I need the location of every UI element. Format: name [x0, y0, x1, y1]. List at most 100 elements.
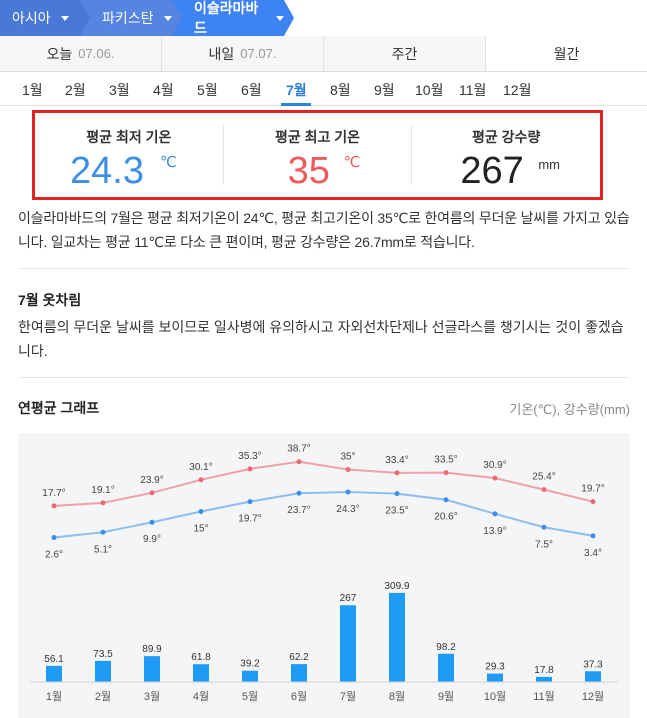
selected-month-indicator	[281, 103, 311, 106]
precipitation-bar	[536, 676, 552, 682]
month-axis-label: 3월	[144, 690, 160, 703]
tab-tomorrow-label: 내일	[208, 45, 235, 62]
low-temp-label: 19.7°	[238, 514, 261, 525]
low-temp-label: 7.5°	[535, 539, 553, 550]
month-description: 이슬라마바드의 7월은 평균 최저기온이 24℃, 평균 최고기온이 35℃로 …	[18, 210, 630, 250]
low-temp-point	[394, 491, 400, 497]
high-temp-point	[443, 470, 449, 476]
avg-high-unit: ℃	[343, 154, 361, 171]
low-temp-point	[541, 524, 547, 530]
low-temp-point	[492, 511, 498, 517]
precipitation-bar	[193, 664, 209, 682]
avg-rain-unit: mm	[538, 157, 561, 172]
month-tab[interactable]: 5월	[197, 82, 218, 98]
avg-rain-label: 평균 강수량	[472, 129, 541, 145]
low-temp-point	[247, 499, 253, 505]
month-axis-label: 11월	[533, 690, 555, 703]
month-tab[interactable]: 3월	[109, 82, 130, 98]
precipitation-label: 56.1	[44, 654, 64, 665]
month-axis-label: 7월	[340, 690, 356, 703]
high-temp-label: 33.5°	[434, 455, 457, 466]
breadcrumb-continent[interactable]: 아시아	[0, 0, 90, 36]
chevron-down-icon	[163, 15, 172, 21]
high-temp-point	[100, 500, 106, 506]
breadcrumb-city-label: 이슬라마바드	[194, 0, 259, 36]
month-tab[interactable]: 11월	[459, 82, 487, 98]
precipitation-bar	[242, 670, 258, 682]
month-tab[interactable]: 8월	[330, 82, 351, 98]
month-selector: 1월 2월 3월 4월 5월 6월 7월 8월 9월 10월 11월 12월	[0, 72, 647, 106]
month-axis-label: 4월	[193, 690, 209, 703]
precipitation-label: 29.3	[485, 662, 505, 673]
avg-rain-value: 267	[460, 150, 524, 192]
month-axis-label: 6월	[291, 690, 307, 703]
tab-today-date: 07.06.	[78, 46, 115, 61]
tab-today[interactable]: 오늘 07.06.	[0, 36, 162, 71]
breadcrumb-city[interactable]: 이슬라마바드	[172, 0, 294, 36]
month-tab[interactable]: 9월	[374, 82, 395, 98]
high-temp-point	[394, 470, 400, 476]
month-tab[interactable]: 4월	[153, 82, 174, 98]
avg-low-label: 평균 최저 기온	[86, 129, 172, 145]
low-temp-label: 23.5°	[385, 506, 408, 517]
avg-high-temp: 평균 최고 기온 35 ℃	[224, 125, 413, 192]
low-temp-label: 3.4°	[584, 548, 602, 559]
tab-monthly[interactable]: 월간	[486, 36, 647, 71]
high-temp-point	[247, 466, 253, 472]
tab-today-label: 오늘	[46, 45, 73, 62]
month-axis-label: 12월	[582, 690, 604, 703]
precipitation-label: 98.2	[436, 642, 456, 653]
low-temp-label: 15°	[193, 524, 208, 535]
high-temp-point	[492, 475, 498, 481]
month-tab[interactable]: 6월	[241, 82, 262, 98]
month-axis-label: 1월	[46, 690, 62, 703]
high-temp-label: 38.7°	[287, 444, 310, 455]
low-temp-label: 9.9°	[143, 534, 161, 545]
month-tab[interactable]: 2월	[65, 82, 86, 98]
low-temp-point	[443, 497, 449, 503]
high-temp-line	[53, 460, 594, 507]
avg-low-value: 24.3	[70, 150, 144, 192]
low-temp-line	[53, 490, 594, 539]
precipitation-label: 73.5	[93, 649, 113, 660]
divider	[18, 268, 630, 269]
high-temp-label: 17.7°	[42, 488, 65, 499]
breadcrumb-country[interactable]: 파키스탄	[80, 0, 182, 36]
tab-weekly[interactable]: 주간	[324, 36, 486, 71]
precipitation-label: 39.2	[240, 659, 260, 670]
month-axis-label: 2월	[95, 690, 111, 703]
high-temp-label: 33.4°	[385, 455, 408, 466]
month-axis-label: 8월	[389, 690, 405, 703]
low-temp-label: 5.1°	[94, 544, 112, 555]
high-temp-point	[198, 477, 204, 483]
high-temp-point	[149, 490, 155, 496]
high-temp-label: 30.1°	[189, 462, 212, 473]
high-temp-label: 35°	[340, 452, 355, 463]
month-tab-selected[interactable]: 7월	[286, 82, 307, 98]
low-temp-point	[51, 535, 57, 541]
month-axis-label: 5월	[242, 690, 258, 703]
avg-high-label: 평균 최고 기온	[274, 129, 361, 145]
chevron-down-icon	[276, 15, 284, 21]
month-tab[interactable]: 10월	[415, 82, 444, 98]
low-temp-label: 20.6°	[434, 512, 457, 523]
tab-tomorrow-date: 07.07.	[240, 46, 277, 61]
month-axis-label: 9월	[438, 690, 454, 703]
precipitation-bar	[487, 673, 503, 682]
annual-chart-svg: 17.7° 19.1° 23.9° 30.1° 35.3° 38.7° 35° 33.4° 33…	[30, 444, 618, 703]
high-temp-point	[296, 459, 302, 465]
month-tab[interactable]: 1월	[22, 82, 43, 98]
precipitation-bar	[291, 664, 307, 682]
chevron-down-icon	[60, 15, 69, 21]
precipitation-label: 37.3	[583, 659, 603, 670]
precipitation-bar	[389, 592, 405, 682]
high-temp-label: 23.9°	[140, 475, 163, 486]
month-tab[interactable]: 12월	[503, 82, 532, 98]
annual-chart: 17.7° 19.1° 23.9° 30.1° 35.3° 38.7° 35° 33.4° 33…	[18, 433, 630, 718]
low-temp-point	[198, 509, 204, 514]
tab-tomorrow[interactable]: 내일 07.07.	[162, 36, 324, 71]
precipitation-label: 309.9	[384, 581, 409, 592]
low-temp-point	[100, 529, 106, 535]
low-temp-point	[590, 533, 596, 539]
high-temp-label: 19.7°	[581, 484, 604, 495]
